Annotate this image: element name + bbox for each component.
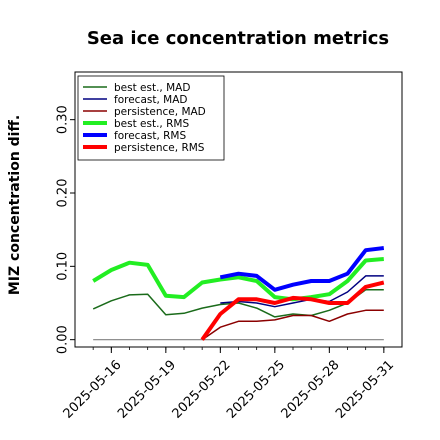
legend-entry: persistence, RMS bbox=[114, 142, 205, 154]
series-line-1 bbox=[220, 275, 384, 308]
series-line-2 bbox=[201, 309, 384, 341]
legend-entry: best est., RMS bbox=[114, 118, 189, 130]
series-line-4 bbox=[219, 246, 385, 292]
y-tick-label: 0.10 bbox=[56, 252, 71, 281]
x-axis: 2025-05-162025-05-192025-05-222025-05-25… bbox=[61, 347, 397, 422]
series-line-5 bbox=[200, 280, 385, 341]
series-line-3 bbox=[92, 257, 384, 302]
y-axis: 0.00 0.10 0.20 0.30 bbox=[56, 105, 75, 354]
legend-entry: forecast, MAD bbox=[114, 94, 187, 106]
y-tick-label: 0.00 bbox=[56, 325, 71, 354]
y-tick-label: 0.30 bbox=[56, 105, 71, 134]
legend-entry: best est., MAD bbox=[114, 82, 190, 94]
x-tick-label: 2025-05-31 bbox=[333, 358, 397, 422]
series-line-0 bbox=[92, 289, 384, 318]
chart-title: Sea ice concentration metrics bbox=[87, 28, 389, 49]
y-tick-label: 0.20 bbox=[56, 179, 71, 208]
legend-entry: forecast, RMS bbox=[114, 130, 186, 142]
legend-entry: persistence, MAD bbox=[114, 106, 206, 118]
y-axis-label: MIZ concentration diff. bbox=[7, 115, 23, 295]
